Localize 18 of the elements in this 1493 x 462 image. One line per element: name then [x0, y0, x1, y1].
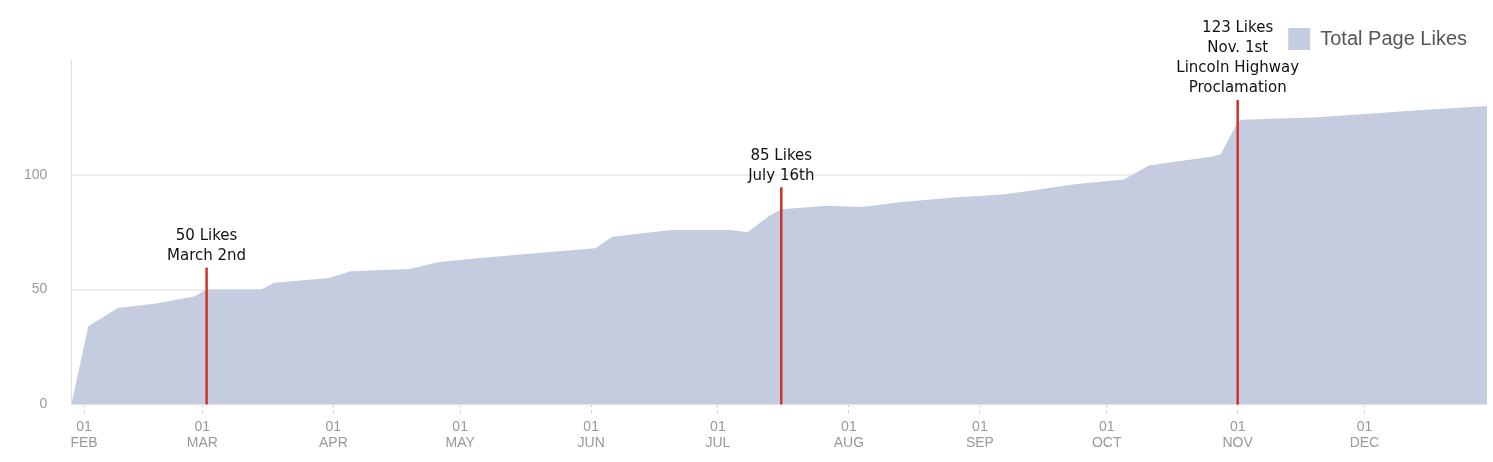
x-tick-label: 01 AUG	[833, 417, 865, 451]
x-tick-label: 01 MAR	[186, 417, 218, 451]
x-tick-label: 01 DEC	[1349, 417, 1380, 451]
y-tick-label: 50	[31, 280, 48, 297]
legend-label: Total Page Likes	[1320, 26, 1468, 49]
x-tick-label: 01 MAY	[445, 417, 476, 451]
ref-line-label: 123 Likes Nov. 1st Lincoln Highway Proclamation	[1176, 18, 1300, 97]
ref-line-label: 85 Likes July 16th	[747, 145, 815, 184]
y-tick-label: 0	[39, 395, 48, 412]
x-tick-label: 01 NOV	[1222, 417, 1254, 451]
y-tick-label: 100	[24, 165, 48, 182]
x-tick-label: 01 FEB	[70, 417, 98, 451]
x-tick-label: 01 JUN	[577, 417, 605, 451]
x-tick-label: 01 JUL	[705, 417, 731, 451]
x-tick-label: 01 OCT	[1091, 417, 1122, 451]
x-tick-label: 01 SEP	[965, 417, 994, 451]
x-tick-label: 01 APR	[318, 417, 348, 451]
ref-line-label: 50 Likes March 2nd	[167, 225, 247, 264]
